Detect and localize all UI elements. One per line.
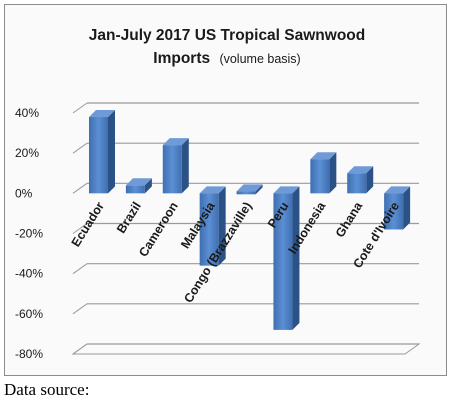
bar-6 (273, 186, 300, 330)
category-label: Ghana (333, 199, 366, 240)
y-tick-label: -20% (15, 227, 43, 241)
bar-front (125, 185, 145, 194)
bar-1 (89, 110, 115, 194)
bar-top (310, 152, 337, 160)
bars (89, 110, 411, 330)
bar-front (347, 173, 367, 194)
category-label: Ecuador (69, 199, 107, 249)
bar-front (384, 193, 404, 230)
category-label: Brazil (114, 200, 144, 236)
bar-front (199, 193, 219, 266)
bar-8 (347, 166, 374, 194)
bar-chart: Jan-July 2017 US Tropical Sawnwood Impor… (15, 27, 421, 361)
bar-top (125, 178, 152, 186)
y-tick-label: -80% (15, 347, 43, 361)
y-tick-label: -40% (15, 267, 43, 281)
bar-side (255, 184, 263, 195)
y-axis-ticks: 40% 20% 0% -20% -40% -60% -80% (15, 106, 43, 361)
bar-top (236, 184, 263, 192)
bar-5 (236, 184, 263, 195)
bar-4 (199, 186, 226, 266)
bar-side (292, 186, 300, 330)
gridline-diag (72, 303, 88, 315)
gridline-diag (72, 263, 88, 275)
bar-top (162, 138, 189, 146)
chart-subtitle-main: Imports (153, 50, 210, 67)
chart-subtitle-note: (volume basis) (219, 52, 300, 66)
bar-top (89, 110, 115, 118)
bar-side (218, 186, 226, 266)
bar-top (384, 186, 411, 194)
y-tick-label: 20% (15, 146, 39, 160)
bar-side (108, 110, 115, 194)
bar-side (144, 178, 152, 194)
bar-front (89, 117, 108, 194)
bar-front (273, 193, 293, 330)
y-tick-label: 40% (15, 106, 39, 120)
bar-front (162, 145, 182, 194)
bar-side (366, 166, 374, 194)
y-tick-label: -60% (15, 307, 43, 321)
gridline-diag (72, 102, 88, 114)
bar-front (236, 191, 256, 195)
bar-2 (125, 178, 152, 194)
gridline-diag (72, 182, 88, 194)
data-source-note: Data source: (4, 380, 90, 399)
chart-subtitle: Imports (volume basis) (153, 50, 300, 67)
bar-side (181, 138, 189, 194)
gridline-diag (72, 223, 88, 234)
bar-9 (384, 186, 411, 230)
bar-front (310, 159, 330, 194)
bar-top (199, 186, 226, 194)
bar-side (403, 186, 411, 230)
chart-title: Jan-July 2017 US Tropical Sawnwood (89, 27, 366, 44)
y-tick-label: 0% (15, 186, 33, 200)
gridline-diag (72, 142, 88, 154)
bar-top (273, 186, 300, 194)
chart-frame: Jan-July 2017 US Tropical Sawnwood Impor… (4, 4, 447, 376)
bar-side (329, 152, 337, 194)
bar-top (347, 166, 374, 174)
bar-7 (310, 152, 337, 194)
floor-plane (71, 343, 421, 355)
bar-3 (162, 138, 189, 194)
